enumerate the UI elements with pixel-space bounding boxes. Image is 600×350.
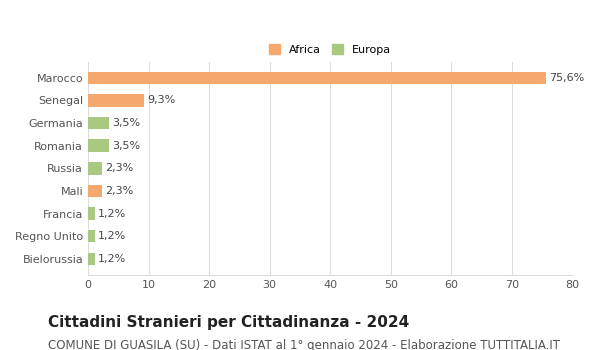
Text: 75,6%: 75,6% bbox=[549, 73, 584, 83]
Bar bbox=[88, 230, 95, 242]
Text: 1,2%: 1,2% bbox=[98, 231, 127, 241]
Bar bbox=[88, 117, 109, 129]
Bar bbox=[88, 185, 102, 197]
Bar bbox=[88, 94, 145, 107]
Text: 9,3%: 9,3% bbox=[148, 96, 176, 105]
Bar bbox=[88, 207, 95, 220]
Bar bbox=[88, 162, 102, 175]
Legend: Africa, Europa: Africa, Europa bbox=[265, 40, 396, 60]
Text: 2,3%: 2,3% bbox=[105, 163, 133, 173]
Text: 2,3%: 2,3% bbox=[105, 186, 133, 196]
Text: Cittadini Stranieri per Cittadinanza - 2024: Cittadini Stranieri per Cittadinanza - 2… bbox=[48, 315, 409, 330]
Bar bbox=[88, 140, 109, 152]
Bar bbox=[88, 72, 546, 84]
Text: 3,5%: 3,5% bbox=[112, 141, 140, 151]
Text: COMUNE DI GUASILA (SU) - Dati ISTAT al 1° gennaio 2024 - Elaborazione TUTTITALIA: COMUNE DI GUASILA (SU) - Dati ISTAT al 1… bbox=[48, 340, 560, 350]
Bar bbox=[88, 253, 95, 265]
Text: 1,2%: 1,2% bbox=[98, 209, 127, 218]
Text: 3,5%: 3,5% bbox=[112, 118, 140, 128]
Text: 1,2%: 1,2% bbox=[98, 254, 127, 264]
